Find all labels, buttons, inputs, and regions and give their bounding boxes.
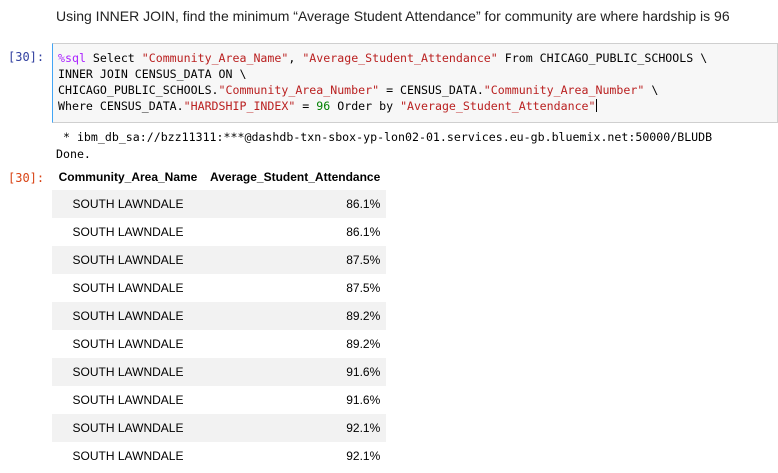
code-text: , bbox=[288, 51, 303, 65]
cell-average-student-attendance: 89.2% bbox=[346, 309, 381, 323]
cell-community-area-name: SOUTH LAWNDALE bbox=[72, 253, 184, 267]
column-header-community-area-name: Community_Area_Name bbox=[58, 170, 198, 184]
code-string: "Community_Area_Name" bbox=[141, 51, 289, 65]
markdown-text: Using INNER JOIN, find the minimum “Aver… bbox=[56, 8, 730, 24]
code-editor[interactable]: %sql Select "Community_Area_Name", "Aver… bbox=[58, 50, 707, 114]
cell-community-area-name: SOUTH LAWNDALE bbox=[72, 365, 184, 379]
table-row: SOUTH LAWNDALE 86.1% bbox=[52, 218, 386, 246]
code-string: "Community_Area_Number" bbox=[218, 83, 380, 97]
code-text: From CHICAGO_PUBLIC_SCHOOLS \ bbox=[497, 51, 708, 65]
cell-community-area-name: SOUTH LAWNDALE bbox=[72, 225, 184, 239]
code-string: "Average_Student_Attendance" bbox=[400, 99, 596, 113]
output-prompt: [30]: bbox=[8, 171, 45, 185]
column-header-average-student-attendance: Average_Student_Attendance bbox=[210, 170, 381, 184]
code-text: INNER JOIN CENSUS_DATA ON \ bbox=[58, 67, 247, 81]
cell-average-student-attendance: 86.1% bbox=[346, 225, 381, 239]
cell-average-student-attendance: 91.6% bbox=[346, 393, 381, 407]
stdout-output: * ibm_db_sa://bzz11311:***@dashdb-txn-sb… bbox=[56, 129, 712, 163]
sql-magic-token: %sql bbox=[58, 51, 86, 65]
code-string: "Average_Student_Attendance" bbox=[302, 51, 498, 65]
table-row: SOUTH LAWNDALE 87.5% bbox=[52, 274, 386, 302]
input-prompt: [30]: bbox=[8, 50, 45, 64]
table-row: SOUTH LAWNDALE 91.6% bbox=[52, 386, 386, 414]
table-row: SOUTH LAWNDALE 91.6% bbox=[52, 358, 387, 386]
table-header-row: Community_Area_Name Average_Student_Atte… bbox=[52, 164, 386, 190]
code-text: = CENSUS_DATA. bbox=[379, 83, 484, 97]
cell-community-area-name: SOUTH LAWNDALE bbox=[72, 309, 184, 323]
code-string: "HARDSHIP_INDEX" bbox=[183, 99, 296, 113]
code-string: "Community_Area_Number" bbox=[483, 83, 645, 97]
cell-community-area-name: SOUTH LAWNDALE bbox=[72, 337, 184, 351]
code-number: 96 bbox=[316, 99, 331, 113]
stdout-connection-line: * ibm_db_sa://bzz11311:***@dashdb-txn-sb… bbox=[56, 130, 713, 144]
code-text: \ bbox=[644, 83, 659, 97]
cell-community-area-name: SOUTH LAWNDALE bbox=[72, 393, 184, 407]
code-text: Where CENSUS_DATA. bbox=[58, 99, 184, 113]
text-cursor bbox=[595, 99, 597, 112]
code-text: = bbox=[295, 99, 317, 113]
table-row: SOUTH LAWNDALE 92.1% bbox=[52, 442, 386, 470]
cell-average-student-attendance: 86.1% bbox=[346, 197, 381, 211]
cell-community-area-name: SOUTH LAWNDALE bbox=[72, 281, 184, 295]
result-table: Community_Area_Name Average_Student_Atte… bbox=[52, 164, 387, 470]
code-text: Order by bbox=[330, 99, 401, 113]
code-text: Select bbox=[85, 51, 142, 65]
cell-average-student-attendance: 92.1% bbox=[346, 421, 381, 435]
cell-average-student-attendance: 89.2% bbox=[346, 337, 381, 351]
cell-community-area-name: SOUTH LAWNDALE bbox=[72, 449, 184, 463]
cell-average-student-attendance: 92.1% bbox=[346, 449, 381, 463]
cell-community-area-name: SOUTH LAWNDALE bbox=[72, 421, 184, 435]
code-input-cell[interactable]: %sql Select "Community_Area_Name", "Aver… bbox=[52, 43, 778, 123]
table-row: SOUTH LAWNDALE 87.5% bbox=[52, 246, 387, 274]
cell-average-student-attendance: 87.5% bbox=[346, 281, 381, 295]
table-row: SOUTH LAWNDALE 86.1% bbox=[52, 190, 387, 218]
table-row: SOUTH LAWNDALE 89.2% bbox=[52, 302, 387, 330]
cell-average-student-attendance: 91.6% bbox=[346, 365, 381, 379]
cell-community-area-name: SOUTH LAWNDALE bbox=[72, 197, 184, 211]
code-text: CHICAGO_PUBLIC_SCHOOLS. bbox=[58, 83, 219, 97]
table-row: SOUTH LAWNDALE 92.1% bbox=[52, 414, 387, 442]
cell-average-student-attendance: 87.5% bbox=[346, 253, 381, 267]
table-row: SOUTH LAWNDALE 89.2% bbox=[52, 330, 386, 358]
stdout-done-line: Done. bbox=[56, 147, 91, 161]
